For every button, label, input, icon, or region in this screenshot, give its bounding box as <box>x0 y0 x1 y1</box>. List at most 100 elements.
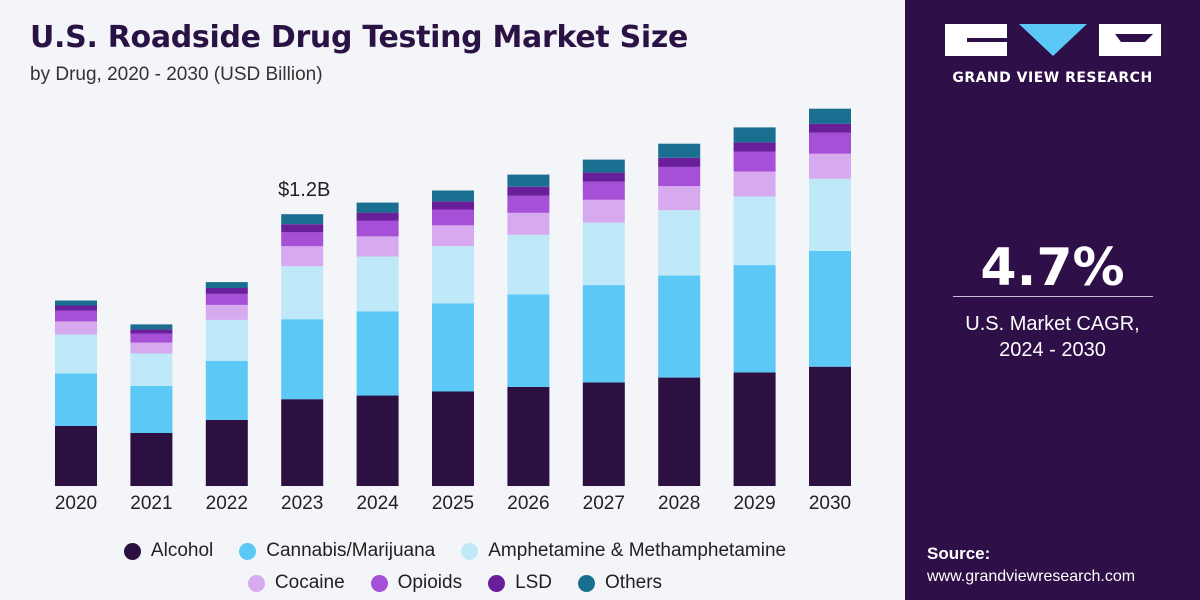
legend-label: Cocaine <box>274 572 345 593</box>
x-tick-label: 2024 <box>356 493 399 514</box>
bar-segment-2025-amphetamine-methamphetamine <box>432 246 474 304</box>
bar-segment-2022-others <box>205 282 248 288</box>
legend-item-opioids: Opioids <box>370 572 463 594</box>
bar-segment-2030-opioids <box>809 132 851 154</box>
bar-segment-2027-lsd <box>582 172 625 182</box>
x-tick-label: 2030 <box>809 493 851 514</box>
bar-segment-2029-alcohol <box>733 372 776 486</box>
legend-swatch <box>239 542 257 560</box>
bar-segment-2029-cocaine <box>733 171 776 197</box>
bar-segment-2021-lsd <box>130 329 173 334</box>
bar-segment-2029-amphetamine-methamphetamine <box>733 196 776 266</box>
bar-segment-2023-lsd <box>281 224 324 233</box>
legend-label: LSD <box>515 572 553 593</box>
bar-segment-2029-others <box>733 127 776 143</box>
bar-segment-2024-cannabis-marijuana <box>356 311 399 396</box>
legend-swatch <box>461 542 479 560</box>
bar-segment-2029-lsd <box>733 142 776 152</box>
bar-segment-2027-alcohol <box>582 382 625 486</box>
bar-segment-2021-cocaine <box>130 342 173 354</box>
bar-segment-2022-amphetamine-methamphetamine <box>205 319 248 361</box>
bar-segment-2022-lsd <box>205 288 248 294</box>
bar-segment-2028-others <box>658 143 701 158</box>
bar-segment-2025-alcohol <box>432 391 474 486</box>
legend-swatch <box>247 574 265 592</box>
bar-segment-2020-cannabis-marijuana <box>55 373 97 426</box>
bar-segment-2028-opioids <box>658 166 701 186</box>
bar-segment-2025-lsd <box>432 201 474 210</box>
bar-segment-2023-cocaine <box>281 246 324 267</box>
data-annotation-label: $1.2B <box>278 179 330 201</box>
bar-segment-2023-others <box>281 214 324 225</box>
bar-segment-2023-alcohol <box>281 399 324 486</box>
source-label: Source: <box>927 544 991 563</box>
legend-item-amphetamine-methamphetamine: Amphetamine & Methamphetamine <box>461 540 786 562</box>
legend-item-others: Others <box>578 572 662 594</box>
bar-segment-2026-amphetamine-methamphetamine <box>507 234 550 295</box>
bar-segment-2022-cocaine <box>205 304 248 320</box>
stacked-bar-chart: 2020 2021 2022 2023 $1.2B 2024 2025 2026 2027 202… <box>55 108 851 514</box>
brand-name: GRAND VIEW RESEARCH <box>952 70 1153 86</box>
bar-segment-2026-lsd <box>507 186 550 196</box>
bar-segment-2021-alcohol <box>130 433 173 486</box>
legend-label: Cannabis/Marijuana <box>266 540 436 561</box>
chart-subtitle: by Drug, 2020 - 2030 (USD Billion) <box>30 64 323 85</box>
legend-swatch <box>370 574 388 592</box>
bar-segment-2029-cannabis-marijuana <box>733 265 776 373</box>
x-tick-label: 2026 <box>507 493 549 514</box>
bar-segment-2025-cannabis-marijuana <box>432 303 474 392</box>
bar-segment-2030-cocaine <box>809 153 851 179</box>
bar-segment-2030-lsd <box>809 123 851 133</box>
bar-segment-2021-cannabis-marijuana <box>130 386 173 433</box>
chart-title: U.S. Roadside Drug Testing Market Size <box>30 20 689 55</box>
bar-segment-2021-amphetamine-methamphetamine <box>130 353 173 386</box>
bar-segment-2028-cocaine <box>658 186 701 211</box>
bar-segment-2027-cannabis-marijuana <box>582 285 625 383</box>
x-tick-label: 2025 <box>432 493 474 514</box>
legend-item-cannabis-marijuana: Cannabis/Marijuana <box>239 540 435 562</box>
legend-row-2: Cocaine Opioids LSD Others <box>30 567 880 599</box>
legend-label: Alcohol <box>150 540 214 561</box>
bar-segment-2029-opioids <box>733 151 776 172</box>
legend-label: Others <box>605 572 663 593</box>
x-tick-label: 2021 <box>130 493 172 514</box>
cagr-label-line-2: 2024 - 2030 <box>999 339 1106 361</box>
legend-label: Amphetamine & Methamphetamine <box>488 540 787 561</box>
chart-panel: U.S. Roadside Drug Testing Market Size b… <box>0 0 905 600</box>
bar-segment-2026-others <box>507 174 550 187</box>
legend-label: Opioids <box>397 572 463 593</box>
bar-segment-2024-lsd <box>356 212 399 221</box>
bar-segment-2023-cannabis-marijuana <box>281 319 324 400</box>
bar-segment-2022-opioids <box>205 294 248 305</box>
bar-segment-2020-lsd <box>55 305 97 311</box>
bar-segment-2030-alcohol <box>809 366 851 486</box>
bar-segment-2025-cocaine <box>432 225 474 247</box>
bar-segment-2024-alcohol <box>356 395 399 486</box>
brand-logo-icon <box>945 24 1161 56</box>
bar-segment-2026-alcohol <box>507 386 550 486</box>
sidebar-panel: GRAND VIEW RESEARCH 4.7% U.S. Market CAG… <box>905 0 1200 600</box>
legend-row-1: Alcohol Cannabis/Marijuana Amphetamine & M… <box>30 535 880 567</box>
bar-segment-2024-opioids <box>356 220 399 237</box>
legend-item-alcohol: Alcohol <box>123 540 214 562</box>
cagr-value: 4.7% <box>980 238 1125 298</box>
bar-segment-2023-amphetamine-methamphetamine <box>281 266 324 320</box>
bar-segment-2023-opioids <box>281 232 324 247</box>
bar-segment-2028-cannabis-marijuana <box>658 275 701 378</box>
source-url: www.grandviewresearch.com <box>927 568 1136 585</box>
cagr-divider <box>953 296 1153 297</box>
bar-segment-2026-cocaine <box>507 212 550 235</box>
bar-segment-2022-alcohol <box>205 419 248 486</box>
x-tick-label: 2029 <box>733 493 775 514</box>
bar-segment-2027-opioids <box>582 181 625 200</box>
bar-segment-2025-others <box>432 190 474 202</box>
x-tick-label: 2023 <box>281 493 323 514</box>
bar-segment-2030-cannabis-marijuana <box>809 251 851 367</box>
bar-segment-2020-cocaine <box>55 321 97 335</box>
bar-segment-2028-amphetamine-methamphetamine <box>658 210 701 276</box>
bar-segment-2020-opioids <box>55 310 97 322</box>
bar-segment-2024-others <box>356 202 399 213</box>
x-tick-label: 2028 <box>658 493 700 514</box>
bar-segment-2026-opioids <box>507 195 550 213</box>
bar-segment-2027-amphetamine-methamphetamine <box>582 222 625 286</box>
